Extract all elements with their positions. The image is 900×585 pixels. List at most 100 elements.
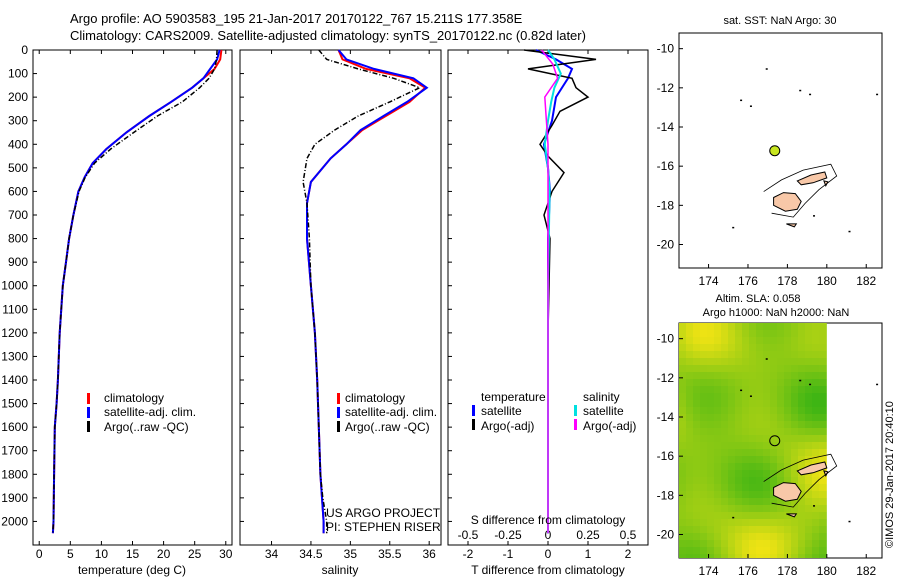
sla-cell bbox=[742, 491, 749, 498]
depth-tick-label: 600 bbox=[8, 184, 28, 198]
islet bbox=[848, 520, 851, 523]
sla-cell bbox=[714, 456, 721, 463]
sla-cell bbox=[742, 344, 749, 351]
sla-cell bbox=[707, 400, 714, 407]
sla-cell bbox=[812, 519, 819, 526]
sla-cell bbox=[742, 421, 749, 428]
sla-cell bbox=[777, 379, 784, 386]
sla-cell bbox=[777, 498, 784, 505]
sla-cell bbox=[791, 351, 798, 358]
lon-tick-label: 178 bbox=[777, 564, 797, 578]
sla-cell bbox=[770, 519, 777, 526]
series-line-argo-raw-qc- bbox=[52, 49, 218, 534]
islet bbox=[876, 93, 879, 96]
sla-cell bbox=[686, 547, 693, 554]
sla-cell bbox=[763, 365, 770, 372]
sla-cell bbox=[812, 449, 819, 456]
sla-cell bbox=[791, 449, 798, 456]
sla-cell bbox=[693, 407, 700, 414]
sla-cell bbox=[756, 456, 763, 463]
sla-cell bbox=[749, 400, 756, 407]
sla-cell bbox=[798, 358, 805, 365]
lon-tick-label: 182 bbox=[856, 564, 876, 578]
sla-cell bbox=[721, 554, 728, 558]
sla-cell bbox=[826, 372, 827, 379]
sla-cell bbox=[679, 540, 686, 547]
sla-cell bbox=[728, 358, 735, 365]
sla-cell bbox=[791, 456, 798, 463]
sla-cell bbox=[686, 386, 693, 393]
sla-cell bbox=[686, 351, 693, 358]
sla-cell bbox=[742, 533, 749, 540]
sla-cell bbox=[707, 477, 714, 484]
sla-cell bbox=[798, 330, 805, 337]
x-tick-label: 25 bbox=[188, 547, 202, 561]
sla-cell bbox=[777, 554, 784, 558]
sla-cell bbox=[819, 393, 826, 400]
sla-cell bbox=[770, 554, 777, 558]
sla-cell bbox=[686, 484, 693, 491]
sla-cell bbox=[784, 470, 791, 477]
lat-tick-label: -10 bbox=[657, 332, 675, 346]
sla-cell bbox=[735, 435, 742, 442]
sla-cell bbox=[742, 477, 749, 484]
difference-x-axis: -2 -1 0 1 2 -0.5 -0.25 0 0.25 0.5 bbox=[448, 49, 637, 561]
reef-contour bbox=[763, 163, 838, 218]
sla-cell bbox=[798, 372, 805, 379]
x-tick-label: 30 bbox=[219, 547, 233, 561]
sla-cell bbox=[763, 344, 770, 351]
sla-cell bbox=[728, 498, 735, 505]
sla-cell bbox=[791, 414, 798, 421]
sla-cell bbox=[805, 498, 812, 505]
x-tick-label: 5 bbox=[67, 547, 74, 561]
sla-cell bbox=[742, 351, 749, 358]
x-tick-label: 35 bbox=[344, 547, 358, 561]
sla-cell bbox=[693, 428, 700, 435]
sla-cell bbox=[819, 337, 826, 344]
sla-cell bbox=[721, 463, 728, 470]
sla-cell bbox=[805, 519, 812, 526]
sla-cell bbox=[812, 323, 819, 330]
sla-cell bbox=[819, 344, 826, 351]
depth-tick-label: 1300 bbox=[1, 349, 28, 363]
sla-cell bbox=[756, 337, 763, 344]
lon-tick-label: 180 bbox=[817, 564, 837, 578]
sla-cell bbox=[763, 519, 770, 526]
sla-cell bbox=[742, 498, 749, 505]
sla-cell bbox=[693, 554, 700, 558]
sla-cell bbox=[812, 533, 819, 540]
sla-cell bbox=[749, 540, 756, 547]
sla-cell bbox=[763, 358, 770, 365]
sla-cell bbox=[693, 498, 700, 505]
sla-cell bbox=[700, 505, 707, 512]
sla-cell bbox=[686, 533, 693, 540]
sla-cell bbox=[784, 330, 791, 337]
sla-cell bbox=[763, 526, 770, 533]
lon-tick-label: 178 bbox=[777, 274, 797, 288]
sst-map-frame bbox=[678, 32, 883, 269]
sla-cell bbox=[714, 379, 721, 386]
sla-cell bbox=[728, 407, 735, 414]
sla-cell bbox=[770, 379, 777, 386]
s-diff-tick-label: 0 bbox=[545, 528, 552, 542]
sla-cell bbox=[686, 463, 693, 470]
legend-label-sal-argo: Argo(-adj) bbox=[583, 419, 636, 433]
sla-cell bbox=[742, 470, 749, 477]
sla-cell bbox=[679, 379, 686, 386]
depth-tick-label: 1400 bbox=[1, 373, 28, 387]
sla-cell bbox=[756, 358, 763, 365]
sla-cell bbox=[728, 519, 735, 526]
sla-cell bbox=[805, 547, 812, 554]
sla-cell bbox=[812, 477, 819, 484]
legend-swatch-climatology bbox=[337, 393, 340, 404]
sla-cell bbox=[798, 491, 805, 498]
sla-cell bbox=[679, 442, 686, 449]
sla-cell bbox=[707, 386, 714, 393]
sla-cell bbox=[700, 498, 707, 505]
lon-tick-label: 176 bbox=[738, 564, 758, 578]
sla-cell bbox=[700, 344, 707, 351]
sla-cell bbox=[728, 386, 735, 393]
sla-cell bbox=[826, 407, 827, 414]
sla-cell bbox=[742, 540, 749, 547]
x-tick-label: -1 bbox=[503, 547, 514, 561]
